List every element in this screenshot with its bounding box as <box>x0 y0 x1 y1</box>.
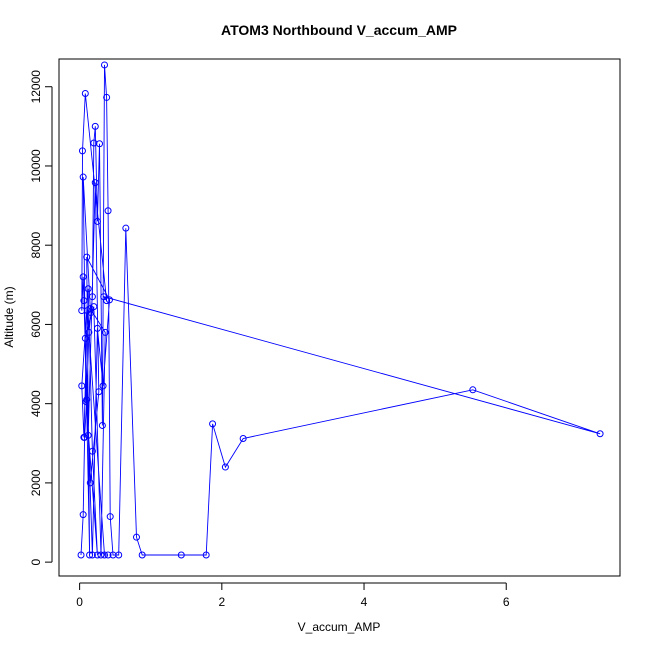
x-tick-label: 2 <box>218 595 225 609</box>
data-point <box>101 61 109 69</box>
data-point <box>91 179 99 187</box>
data-point <box>133 533 141 541</box>
series-line <box>80 64 601 556</box>
data-point <box>469 386 477 394</box>
data-point <box>93 551 101 559</box>
y-tick-label: 8000 <box>29 232 43 259</box>
y-axis-label: Altitude (m) <box>2 286 16 347</box>
chart-title: ATOM3 Northbound V_accum_AMP <box>221 22 457 38</box>
data-point <box>209 420 217 428</box>
data-point <box>84 285 92 293</box>
data-point <box>104 551 112 559</box>
data-point <box>97 551 105 559</box>
data-point <box>88 293 96 301</box>
x-axis-label: V_accum_AMP <box>298 620 381 634</box>
data-point <box>78 382 86 390</box>
data-point <box>88 447 96 455</box>
data-point <box>81 89 89 97</box>
series-layer <box>77 61 604 559</box>
data-point <box>80 433 88 441</box>
data-point <box>79 273 87 281</box>
data-point <box>81 334 89 342</box>
data-point <box>83 307 91 315</box>
x-tick-label: 4 <box>361 595 368 609</box>
data-point <box>99 382 107 390</box>
x-tick-label: 6 <box>503 595 510 609</box>
y-tick-label: 4000 <box>29 390 43 417</box>
data-point <box>596 430 604 438</box>
data-point <box>88 551 96 559</box>
data-point <box>85 328 93 336</box>
y-tick-label: 12000 <box>29 70 43 104</box>
data-point <box>101 551 109 559</box>
data-point <box>221 463 229 471</box>
x-axis: 0 2 4 6 <box>76 582 510 609</box>
data-point <box>101 328 109 336</box>
data-point <box>105 296 113 304</box>
data-point <box>98 421 106 429</box>
data-point <box>90 303 98 311</box>
plot-frame <box>58 58 621 577</box>
y-axis: 0 2000 4000 6000 8000 10000 12000 <box>29 70 53 565</box>
data-point <box>96 140 104 148</box>
data-point <box>202 551 210 559</box>
data-point <box>78 147 86 155</box>
data-point <box>80 297 88 305</box>
data-point <box>93 324 101 332</box>
y-tick-label: 10000 <box>29 149 43 183</box>
y-tick-label: 0 <box>29 558 43 565</box>
data-point <box>106 513 114 521</box>
data-point <box>104 207 112 215</box>
data-point <box>93 217 101 225</box>
data-point <box>79 173 87 181</box>
data-point <box>239 435 247 443</box>
data-point <box>77 551 85 559</box>
data-point <box>95 388 103 396</box>
data-point <box>83 253 91 261</box>
data-point <box>177 551 185 559</box>
data-point <box>82 398 90 406</box>
data-point <box>87 309 95 317</box>
data-point <box>103 93 111 101</box>
data-point <box>138 551 146 559</box>
x-tick-label: 0 <box>76 595 83 609</box>
data-point <box>86 551 94 559</box>
data-point <box>103 297 111 305</box>
data-point <box>91 122 99 130</box>
data-point <box>86 479 94 487</box>
data-point <box>115 551 123 559</box>
y-tick-label: 6000 <box>29 311 43 338</box>
data-point <box>79 511 87 519</box>
data-point <box>122 224 130 232</box>
data-point <box>84 431 92 439</box>
y-tick-label: 2000 <box>29 469 43 496</box>
